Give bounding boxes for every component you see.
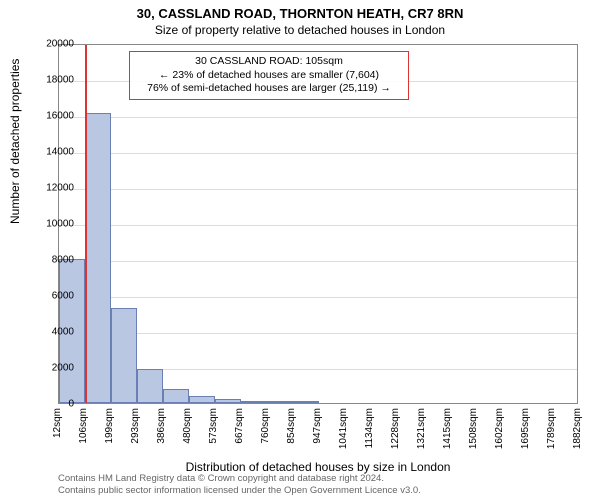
gridline — [59, 189, 577, 190]
y-tick-label: 0 — [24, 399, 74, 410]
annot-line3: 76% of semi-detached houses are larger (… — [136, 82, 402, 96]
title-sub: Size of property relative to detached ho… — [0, 21, 600, 37]
x-tick-label: 947sqm — [312, 408, 323, 444]
x-tick-label: 293sqm — [130, 408, 141, 444]
reference-line — [85, 45, 87, 403]
x-tick-label: 12sqm — [52, 408, 63, 438]
x-tick-label: 1228sqm — [390, 408, 401, 449]
x-tick-label: 480sqm — [182, 408, 193, 444]
x-tick-label: 760sqm — [260, 408, 271, 444]
x-tick-label: 1882sqm — [572, 408, 583, 449]
x-tick-label: 667sqm — [234, 408, 245, 444]
footer-line2: Contains public sector information licen… — [58, 485, 421, 496]
x-tick-label: 1695sqm — [520, 408, 531, 449]
chart-area: 30 CASSLAND ROAD: 105sqm← 23% of detache… — [58, 44, 578, 404]
y-axis-label: Number of detached properties — [8, 59, 22, 224]
x-tick-label: 1321sqm — [416, 408, 427, 449]
y-tick-label: 20000 — [24, 39, 74, 50]
bar — [163, 389, 189, 403]
x-tick-label: 106sqm — [78, 408, 89, 444]
footer-line1: Contains HM Land Registry data © Crown c… — [58, 473, 421, 484]
bar — [85, 113, 111, 403]
x-tick-label: 573sqm — [208, 408, 219, 444]
gridline — [59, 261, 577, 262]
annot-line1: 30 CASSLAND ROAD: 105sqm — [136, 55, 402, 69]
y-tick-label: 6000 — [24, 291, 74, 302]
annot-line2: ← 23% of detached houses are smaller (7,… — [136, 69, 402, 83]
bar — [137, 369, 163, 403]
gridline — [59, 117, 577, 118]
bar — [293, 401, 319, 403]
bar — [111, 308, 137, 403]
x-tick-label: 199sqm — [104, 408, 115, 444]
y-tick-label: 8000 — [24, 255, 74, 266]
x-tick-label: 386sqm — [156, 408, 167, 444]
x-tick-label: 1789sqm — [546, 408, 557, 449]
x-tick-label: 854sqm — [286, 408, 297, 444]
x-axis-label: Distribution of detached houses by size … — [58, 460, 578, 474]
y-tick-label: 14000 — [24, 147, 74, 158]
y-tick-label: 18000 — [24, 75, 74, 86]
x-tick-label: 1508sqm — [468, 408, 479, 449]
gridline — [59, 297, 577, 298]
footer-attribution: Contains HM Land Registry data © Crown c… — [58, 473, 421, 496]
plot-region: 30 CASSLAND ROAD: 105sqm← 23% of detache… — [58, 44, 578, 404]
gridline — [59, 225, 577, 226]
bar — [267, 401, 293, 403]
title-main: 30, CASSLAND ROAD, THORNTON HEATH, CR7 8… — [0, 0, 600, 21]
y-tick-label: 4000 — [24, 327, 74, 338]
x-tick-label: 1415sqm — [442, 408, 453, 449]
gridline — [59, 153, 577, 154]
bar — [215, 399, 241, 403]
bar — [241, 401, 267, 403]
y-tick-label: 10000 — [24, 219, 74, 230]
x-tick-label: 1041sqm — [338, 408, 349, 449]
x-tick-label: 1602sqm — [494, 408, 505, 449]
y-tick-label: 12000 — [24, 183, 74, 194]
y-tick-label: 16000 — [24, 111, 74, 122]
y-tick-label: 2000 — [24, 363, 74, 374]
x-tick-label: 1134sqm — [364, 408, 375, 448]
bar — [189, 396, 215, 403]
annotation-box: 30 CASSLAND ROAD: 105sqm← 23% of detache… — [129, 51, 409, 100]
